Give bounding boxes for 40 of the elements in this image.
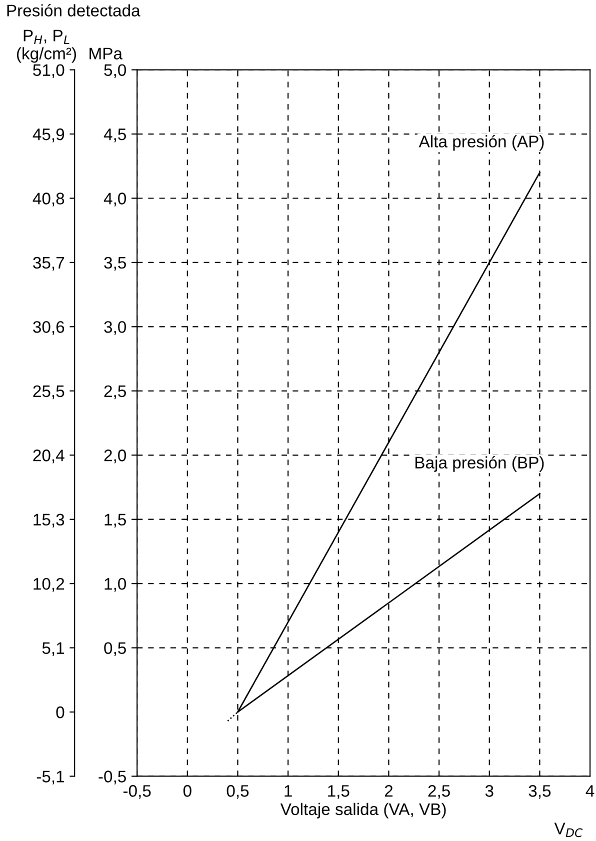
y2-tick-label: 10,2: [34, 578, 64, 592]
y2-tick-label: -5,1: [36, 770, 64, 784]
y-tick-label: 4,5: [104, 128, 126, 142]
y-tick-label: 3,0: [104, 321, 126, 335]
y-tick-label: 0,5: [104, 642, 126, 656]
x-tick-label: 2: [384, 785, 393, 797]
x-tick-label: 2,5: [428, 785, 450, 799]
y-tick-label: 1,5: [104, 514, 126, 528]
y-tick-label: 1,0: [104, 578, 126, 592]
y2-tick-label: 20,4: [33, 450, 64, 464]
y2-tick-label: 0: [56, 706, 64, 718]
x-tick-label: 3: [485, 785, 494, 797]
y-tick-label: 5,0: [104, 64, 126, 78]
series-label: Alta presión (AP): [418, 134, 544, 151]
x-tick-label: 4: [586, 785, 594, 797]
y-axis-title: MPa: [90, 48, 123, 60]
y-tick-label: 3,5: [104, 256, 126, 271]
series-label: Baja presión (BP): [416, 456, 544, 472]
y-tick-label: -0,5: [98, 770, 126, 784]
x-tick-label: -0,5: [123, 785, 151, 799]
y2-tick-label: 35,7: [33, 256, 64, 271]
y2-axis-title: P$_{H}$, P$_{L}$ (kg/cm²): [16, 30, 76, 63]
x-tick-label: 0,5: [226, 785, 249, 799]
y2-tick-label: 51,0: [33, 64, 64, 78]
y2-tick-label: 40,8: [32, 192, 64, 206]
text: V$_{DC}$: [554, 822, 583, 838]
y-tick-label: 2,0: [104, 450, 126, 464]
y2-tick-label: 5,1: [42, 642, 64, 656]
x-tick-label: 0: [183, 785, 192, 797]
x-axis-title: Voltaje salida (VA, VB): [280, 802, 446, 818]
x-tick-label: 1,5: [328, 785, 350, 799]
x-tick-label: 1: [284, 785, 292, 797]
y2-tick-label: 30,6: [33, 321, 64, 335]
y-tick-label: 2,5: [104, 385, 126, 400]
y2-tick-label: 45,9: [32, 128, 64, 142]
y2-tick-label: 15,3: [34, 514, 64, 528]
chart-title: Presión detectada: [7, 4, 140, 16]
y2-tick-label: 25,5: [33, 385, 64, 400]
x-tick-label: 3,5: [528, 785, 551, 799]
y-tick-label: 4,0: [104, 192, 126, 206]
